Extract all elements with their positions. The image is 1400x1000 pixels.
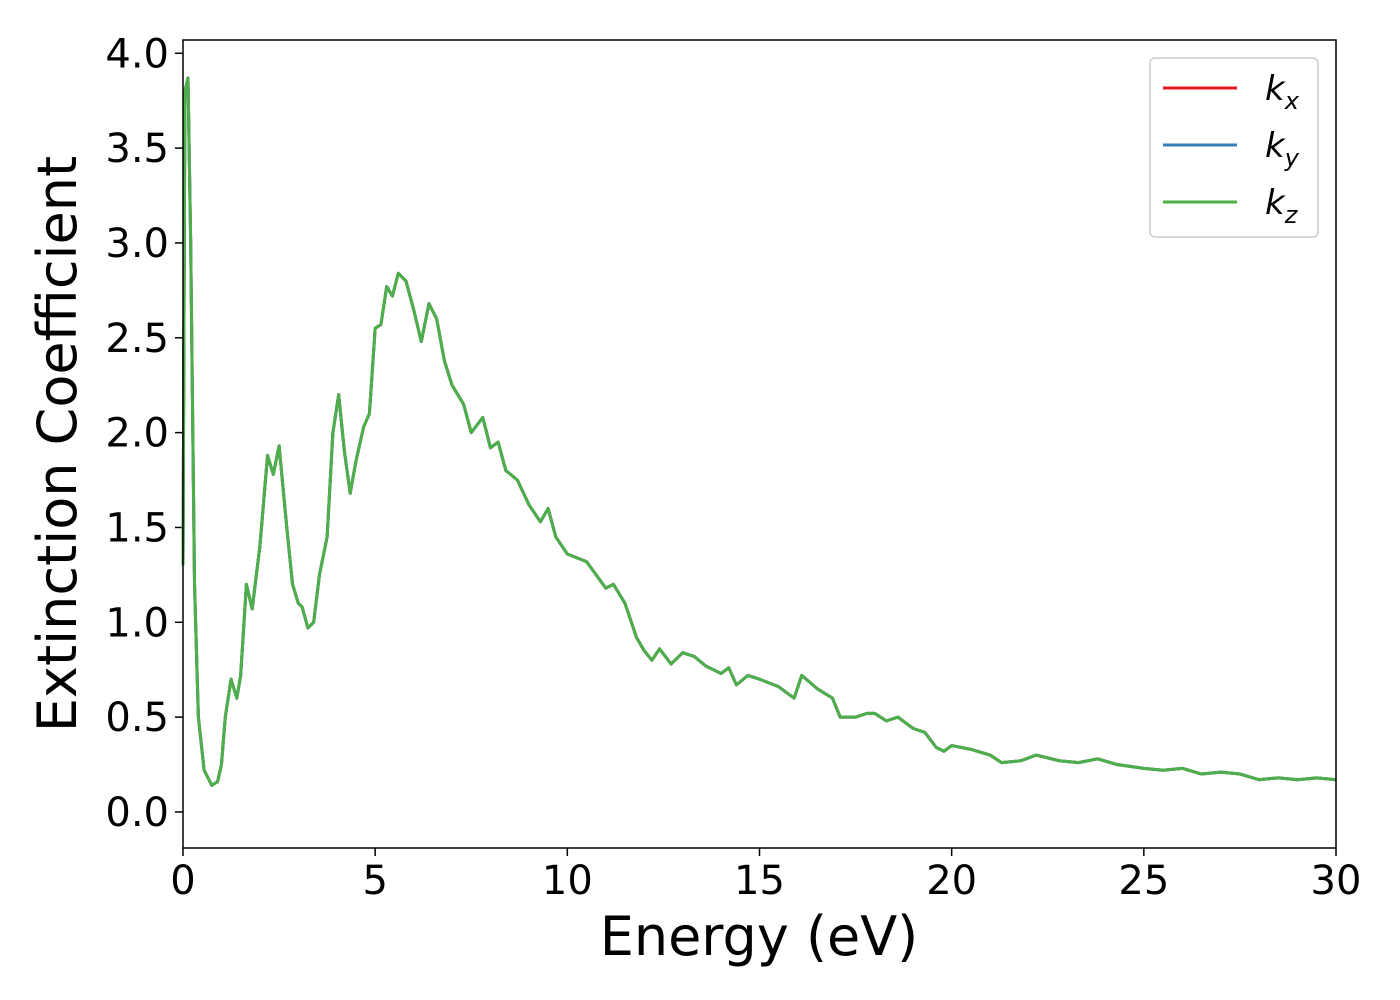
y-tick-label: 0.0: [105, 790, 169, 836]
y-tick-label: 1.0: [105, 600, 169, 646]
x-tick-label: 25: [1118, 858, 1169, 904]
y-tick-label: 3.5: [105, 126, 169, 172]
x-tick-label: 30: [1311, 858, 1362, 904]
line: [181, 76, 1337, 787]
y-tick-label: 3.0: [105, 221, 169, 267]
x-tick-label: 0: [170, 858, 195, 904]
x-tick-label: 15: [734, 858, 785, 904]
plot-frame: [182, 39, 1337, 849]
y-tick-label: 2.0: [105, 411, 169, 457]
y-tick-label: 0.5: [105, 695, 169, 741]
y-axis-label: Extinction Coefficient: [26, 156, 89, 732]
x-tick-label: 10: [542, 858, 593, 904]
y-tick-label: 2.5: [105, 316, 169, 362]
y-tick-label: 1.5: [105, 505, 169, 551]
x-tick-label: 5: [362, 858, 387, 904]
y-tick-label: 4.0: [105, 31, 169, 77]
x-tick-label: 20: [926, 858, 977, 904]
legend-box: [1149, 57, 1319, 238]
x-axis-label: Energy (eV): [600, 905, 919, 968]
